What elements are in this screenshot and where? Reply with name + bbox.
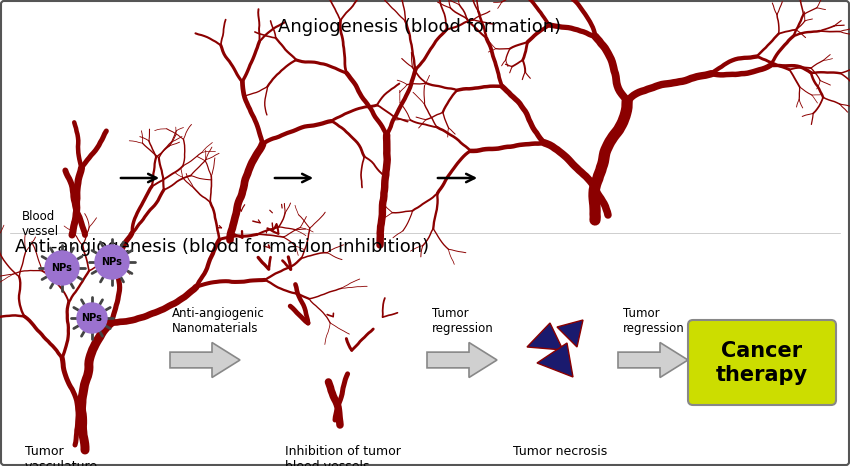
Polygon shape: [557, 320, 583, 347]
Text: NPs: NPs: [82, 313, 103, 323]
Text: Tumor
regression: Tumor regression: [432, 307, 494, 335]
Polygon shape: [427, 343, 497, 377]
Text: Tumor
regression: Tumor regression: [623, 307, 685, 335]
Text: NPs: NPs: [52, 263, 72, 273]
Circle shape: [45, 251, 79, 285]
Polygon shape: [537, 343, 573, 377]
Text: Tumor
vasculature: Tumor vasculature: [25, 445, 98, 466]
Polygon shape: [618, 343, 688, 377]
Text: Anti-angiogenic
Nanomaterials: Anti-angiogenic Nanomaterials: [172, 307, 264, 335]
FancyBboxPatch shape: [688, 320, 836, 405]
Text: Tumor necrosis: Tumor necrosis: [513, 445, 607, 458]
Circle shape: [77, 303, 107, 333]
Text: Anti-angiogenesis (blood formation inhibition): Anti-angiogenesis (blood formation inhib…: [15, 238, 429, 256]
Text: Cancer
therapy: Cancer therapy: [716, 342, 808, 384]
Circle shape: [95, 245, 129, 279]
Text: Blood
vessel: Blood vessel: [22, 210, 60, 238]
Polygon shape: [527, 323, 563, 350]
Text: Angiogenesis (blood formation): Angiogenesis (blood formation): [279, 18, 562, 36]
Text: Inhibition of tumor
blood vessels: Inhibition of tumor blood vessels: [285, 445, 401, 466]
Polygon shape: [170, 343, 240, 377]
Text: NPs: NPs: [101, 257, 122, 267]
